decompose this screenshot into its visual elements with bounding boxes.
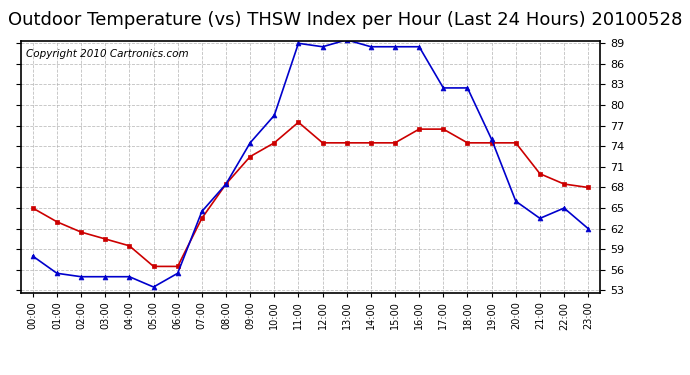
Text: Outdoor Temperature (vs) THSW Index per Hour (Last 24 Hours) 20100528: Outdoor Temperature (vs) THSW Index per … bbox=[8, 11, 682, 29]
Text: Copyright 2010 Cartronics.com: Copyright 2010 Cartronics.com bbox=[26, 49, 189, 59]
